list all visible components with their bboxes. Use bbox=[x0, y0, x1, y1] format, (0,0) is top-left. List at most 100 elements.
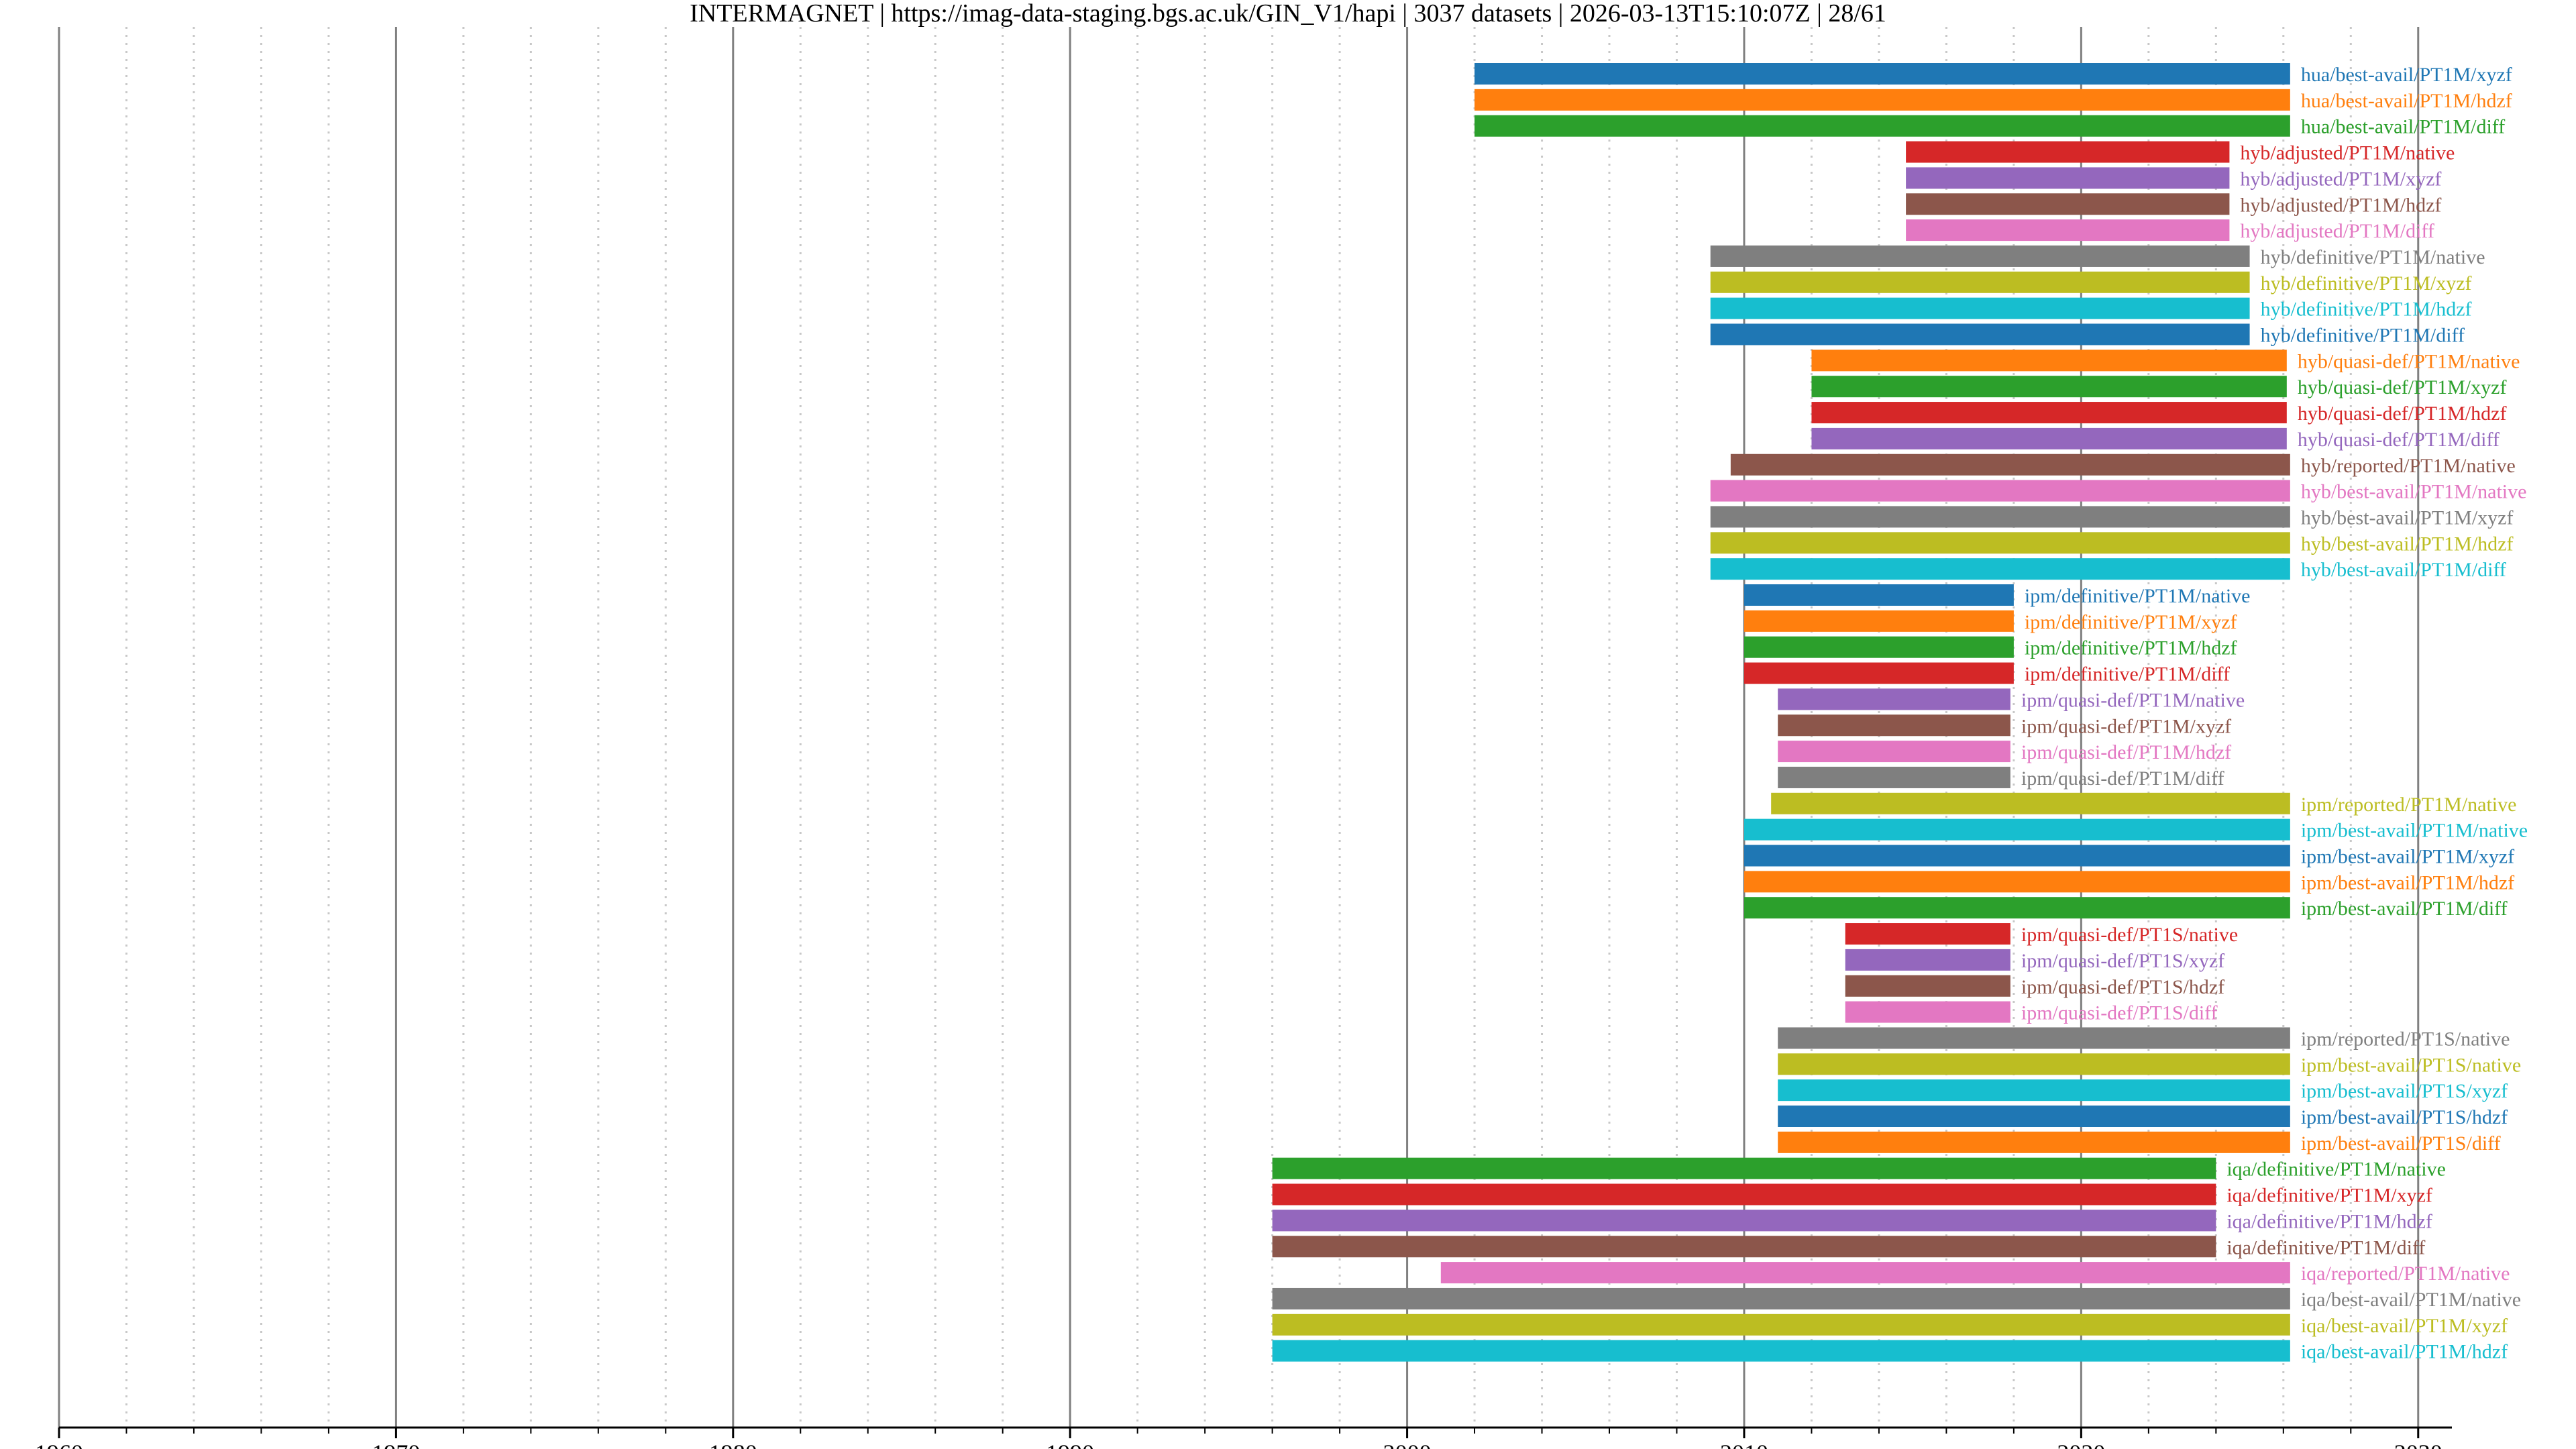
bar-label: hyb/adjusted/PT1M/hdzf bbox=[2240, 194, 2441, 216]
timeline-bar bbox=[1811, 376, 2287, 398]
timeline-bar bbox=[1906, 193, 2230, 215]
timeline-bar bbox=[1474, 63, 2290, 85]
x-tick-label: 2030 bbox=[2394, 1440, 2443, 1449]
bar-label: iqa/definitive/PT1M/native bbox=[2226, 1159, 2446, 1181]
bar-label: iqa/definitive/PT1M/xyzf bbox=[2226, 1185, 2432, 1207]
timeline-bar bbox=[1845, 975, 2010, 997]
bar-label: ipm/definitive/PT1M/native bbox=[2025, 585, 2251, 607]
timeline-bar bbox=[1845, 1001, 2010, 1023]
x-tick-label: 2020 bbox=[2057, 1440, 2105, 1449]
x-tick-label: 2000 bbox=[1383, 1440, 1432, 1449]
timeline-bar bbox=[1743, 610, 2014, 632]
timeline-bar bbox=[1845, 923, 2010, 945]
bar-label: ipm/quasi-def/PT1M/native bbox=[2021, 689, 2245, 711]
x-tick-label: 1970 bbox=[372, 1440, 420, 1449]
x-tick-label: 2010 bbox=[1720, 1440, 1768, 1449]
bar-label: ipm/definitive/PT1M/hdzf bbox=[2025, 637, 2237, 659]
bar-label: iqa/definitive/PT1M/diff bbox=[2226, 1236, 2425, 1258]
timeline-bar bbox=[1778, 766, 2010, 788]
timeline-bar bbox=[1778, 688, 2010, 710]
timeline-bar bbox=[1710, 558, 2290, 580]
timeline-bar bbox=[1710, 323, 2250, 345]
timeline-bar bbox=[1710, 271, 2250, 293]
timeline-bar bbox=[1710, 245, 2250, 267]
timeline-bar bbox=[1272, 1340, 2290, 1362]
bar-label: ipm/quasi-def/PT1M/diff bbox=[2021, 767, 2224, 790]
bar-label: ipm/best-avail/PT1S/hdzf bbox=[2301, 1106, 2508, 1128]
timeline-bar bbox=[1811, 350, 2287, 372]
bar-label: hyb/best-avail/PT1M/hdzf bbox=[2301, 533, 2514, 555]
timeline-bar bbox=[1906, 141, 2230, 163]
timeline-bar bbox=[1272, 1210, 2216, 1232]
bar-label: hyb/quasi-def/PT1M/diff bbox=[2298, 429, 2500, 451]
x-axis: 1960 1970 1980 1990 2000 2010 2020 2030 bbox=[35, 1426, 2452, 1449]
bar-label: ipm/best-avail/PT1M/xyzf bbox=[2301, 846, 2514, 868]
bar-label: ipm/reported/PT1S/native bbox=[2301, 1028, 2510, 1050]
bar-label: ipm/best-avail/PT1S/xyzf bbox=[2301, 1080, 2508, 1102]
bar-label: hyb/adjusted/PT1M/xyzf bbox=[2240, 168, 2441, 190]
bar-label: ipm/quasi-def/PT1M/hdzf bbox=[2021, 741, 2231, 763]
timeline-bar bbox=[1743, 871, 2290, 893]
timeline-bar bbox=[1906, 167, 2230, 189]
bar-label: hyb/quasi-def/PT1M/hdzf bbox=[2298, 402, 2507, 425]
bar-label: hua/best-avail/PT1M/hdzf bbox=[2301, 90, 2512, 112]
bar-label: hua/best-avail/PT1M/diff bbox=[2301, 116, 2505, 138]
bar-label: hyb/definitive/PT1M/hdzf bbox=[2261, 299, 2472, 321]
timeline-bar bbox=[1778, 714, 2010, 737]
x-tick-label: 1990 bbox=[1046, 1440, 1094, 1449]
timeline-bar bbox=[1272, 1313, 2290, 1336]
bar-label: hyb/reported/PT1M/native bbox=[2301, 455, 2516, 477]
timeline-bar bbox=[1474, 89, 2290, 111]
bar-label: hyb/adjusted/PT1M/native bbox=[2240, 142, 2455, 164]
timeline-bar bbox=[1272, 1287, 2290, 1309]
timeline-bar bbox=[1778, 1053, 2290, 1075]
timeline-bar bbox=[1272, 1183, 2216, 1205]
bar-label: iqa/best-avail/PT1M/xyzf bbox=[2301, 1315, 2508, 1337]
bar-label: ipm/best-avail/PT1M/hdzf bbox=[2301, 871, 2514, 894]
bar-label: ipm/quasi-def/PT1S/hdzf bbox=[2021, 976, 2224, 998]
timeline-bar bbox=[1743, 897, 2290, 919]
timeline-bar bbox=[1743, 845, 2290, 867]
bar-label: hyb/quasi-def/PT1M/native bbox=[2298, 350, 2520, 372]
timeline-bar bbox=[1710, 532, 2290, 554]
timeline-bar bbox=[1743, 662, 2014, 684]
timeline-bar bbox=[1710, 480, 2290, 502]
timeline-bar bbox=[1906, 219, 2230, 241]
timeline-bar bbox=[1771, 792, 2290, 814]
bar-label: hyb/definitive/PT1M/native bbox=[2261, 246, 2485, 268]
timeline-bar bbox=[1811, 402, 2287, 424]
timeline-bar bbox=[1778, 1079, 2290, 1102]
bar-label: ipm/quasi-def/PT1S/diff bbox=[2021, 1002, 2218, 1024]
bar-label: iqa/definitive/PT1M/hdzf bbox=[2226, 1210, 2432, 1232]
bar-label: ipm/best-avail/PT1M/native bbox=[2301, 820, 2528, 842]
chart-title: INTERMAGNET | https://imag-data-staging.… bbox=[690, 0, 1886, 28]
timeline-bar bbox=[1778, 1131, 2290, 1153]
timeline-bar bbox=[1474, 115, 2290, 137]
bar-label: hyb/quasi-def/PT1M/xyzf bbox=[2298, 376, 2507, 398]
timeline-bar bbox=[1710, 297, 2250, 319]
bar-label: hyb/best-avail/PT1M/diff bbox=[2301, 559, 2506, 581]
timeline-bar bbox=[1743, 636, 2014, 658]
timeline-bar bbox=[1730, 453, 2290, 476]
timeline-bar bbox=[1778, 1106, 2290, 1127]
bar-label: hyb/best-avail/PT1M/xyzf bbox=[2301, 506, 2514, 529]
x-tick-label: 1960 bbox=[35, 1440, 83, 1449]
bar-label: ipm/best-avail/PT1S/native bbox=[2301, 1054, 2521, 1076]
bar-label: ipm/quasi-def/PT1M/xyzf bbox=[2021, 715, 2231, 737]
timeline-bar bbox=[1440, 1262, 2290, 1284]
timeline-bar bbox=[1272, 1236, 2216, 1258]
bar-label: ipm/definitive/PT1M/diff bbox=[2025, 663, 2230, 686]
bar-label: hyb/definitive/PT1M/xyzf bbox=[2261, 272, 2472, 294]
bar-label: iqa/best-avail/PT1M/native bbox=[2301, 1289, 2521, 1311]
timeline-bar bbox=[1778, 1027, 2290, 1049]
timeline-bar bbox=[1710, 506, 2290, 528]
bar-label: iqa/best-avail/PT1M/hdzf bbox=[2301, 1341, 2508, 1363]
timeline-bar bbox=[1845, 949, 2010, 971]
labels-layer: hua/best-avail/PT1M/xyzf hua/best-avail/P… bbox=[2021, 64, 2528, 1363]
bar-label: hua/best-avail/PT1M/xyzf bbox=[2301, 64, 2512, 86]
bar-label: ipm/definitive/PT1M/xyzf bbox=[2025, 611, 2237, 633]
timeline-bar bbox=[1743, 818, 2290, 841]
bar-label: ipm/quasi-def/PT1S/native bbox=[2021, 924, 2238, 946]
bar-label: hyb/adjusted/PT1M/diff bbox=[2240, 220, 2434, 242]
